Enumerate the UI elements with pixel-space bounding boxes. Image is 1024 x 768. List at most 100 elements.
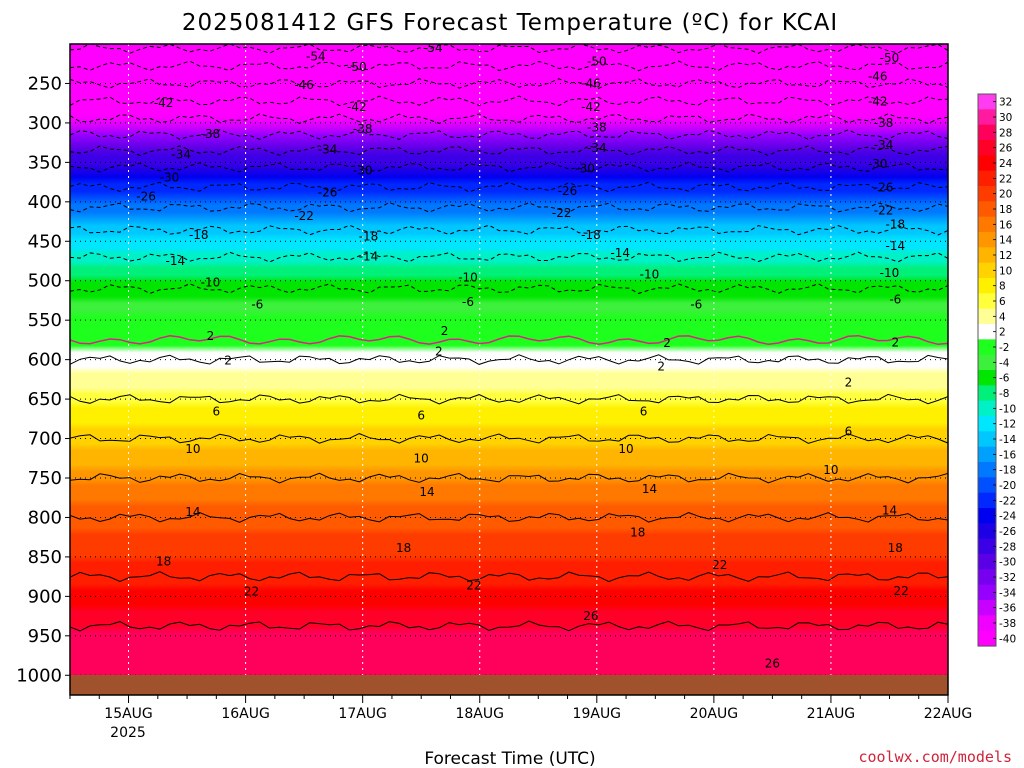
x-tick-label: 20AUG (690, 706, 739, 722)
isotherm-line (70, 251, 948, 263)
colorbar-swatch (978, 170, 996, 187)
contour-label: -34 (874, 138, 894, 152)
x-tick-label: 18AUG (455, 706, 504, 722)
contour-label: 22 (244, 585, 259, 599)
colorbar-swatch (978, 94, 996, 110)
contour-label: 6 (845, 424, 853, 438)
colorbar-swatch (978, 446, 996, 463)
contour-label: -38 (353, 122, 373, 136)
contour-label: -46 (868, 69, 888, 83)
isotherm-line (70, 283, 948, 294)
colorbar-swatch (978, 615, 996, 632)
colorbar-label: -12 (999, 419, 1016, 431)
contour-label: -18 (581, 228, 601, 242)
y-tick-label: 950 (28, 626, 62, 647)
x-tick-label: 19AUG (573, 706, 622, 722)
contour-label: -54 (306, 50, 326, 64)
colorbar-swatch (978, 262, 996, 279)
colorbar-label: -26 (999, 526, 1016, 538)
colorbar-swatch (978, 293, 996, 310)
colorbar-swatch (978, 278, 996, 294)
isotherm-line (70, 44, 948, 54)
colorbar-swatch (978, 416, 996, 432)
colorbar-label: -40 (999, 633, 1016, 645)
contour-label: -22 (294, 209, 314, 223)
x-tick-label: 22AUG (924, 706, 973, 722)
y-tick-label: 550 (28, 310, 62, 331)
colorbar-label: 30 (999, 112, 1012, 124)
contour-label: -42 (154, 96, 174, 110)
contour-label: -42 (868, 95, 888, 109)
colorbar-label: 32 (999, 97, 1012, 109)
contour-label: -6 (690, 297, 702, 311)
contour-label: -10 (640, 267, 660, 281)
contour-label: 10 (185, 442, 200, 456)
isotherm-line (70, 620, 948, 632)
colorbar-label: 20 (999, 189, 1012, 201)
colorbar-label: 12 (999, 250, 1012, 262)
contour-label: -42 (581, 100, 601, 114)
colorbar-swatch (978, 492, 996, 509)
contour-label: 14 (642, 482, 657, 496)
contour-label: 2 (441, 324, 449, 338)
x-tick-label: 15AUG (104, 706, 153, 722)
contour-label: 18 (630, 525, 645, 539)
contour-label: -18 (359, 230, 379, 244)
colorbar-label: 28 (999, 127, 1012, 139)
contour-label: -26 (874, 181, 894, 195)
y-tick-label: 850 (28, 547, 62, 568)
colorbar-label: 14 (999, 235, 1013, 247)
x-tick-label: 17AUG (338, 706, 387, 722)
contour-label: -6 (889, 293, 901, 307)
contour-label: -14 (886, 239, 906, 253)
isotherm-line (70, 113, 948, 125)
colorbar-label: 4 (999, 311, 1006, 323)
contour-label: 18 (888, 541, 903, 555)
x-tick-label: 21AUG (807, 706, 856, 722)
contour-label: -54 (423, 41, 443, 55)
contour-label: 22 (894, 584, 909, 598)
contour-label: -50 (587, 54, 607, 68)
isotherm-line (70, 472, 948, 484)
credit-text: coolwx.com/models (858, 748, 1012, 766)
chart-title: 2025081412 GFS Forecast Temperature (ºC)… (182, 10, 838, 36)
colorbar-frame (977, 93, 997, 647)
colorbar-label: -34 (999, 587, 1016, 599)
y-tick-label: 750 (28, 468, 62, 489)
contour-label: 2 (224, 353, 232, 367)
colorbar-label: 16 (999, 219, 1013, 231)
colorbar-swatch (978, 186, 996, 202)
colorbar-swatch (978, 431, 996, 448)
contour-label: -22 (874, 203, 894, 217)
colorbar-label: -38 (999, 618, 1016, 630)
plot-area: -54-54-50 -50 -50-46 -46-46-42 -42 -42 -42-38-… (70, 41, 948, 675)
contour-label: -30 (868, 157, 888, 171)
contour-label: 22 (466, 578, 481, 592)
contour-label: -34 (171, 147, 191, 161)
colorbar-label: 6 (999, 296, 1006, 308)
isotherm-line (70, 571, 948, 583)
colorbar-swatch (978, 400, 996, 417)
colorbar-label: -20 (999, 480, 1016, 492)
colorbar-swatch (978, 308, 996, 325)
contour-label: -10 (201, 275, 221, 289)
colorbar: 32 30 28 26 24 22 20 18 16 14 12 10 8 6 4 2 -2 -4 -6 -8 -10 -… (977, 93, 1016, 647)
y-tick-label: 350 (28, 152, 62, 173)
colorbar-swatch (978, 339, 996, 356)
colorbar-label: -14 (999, 434, 1016, 446)
colorbar-label: -6 (999, 373, 1010, 385)
contour-label: -42 (347, 100, 367, 114)
y-tick-label: 500 (28, 271, 62, 292)
y-tick-label: 700 (28, 429, 62, 450)
contour-label: -26 (318, 185, 338, 199)
contour-label: 10 (414, 451, 429, 465)
colorbar-swatch (978, 124, 996, 141)
contour-label: 18 (156, 555, 171, 569)
colorbar-swatch (978, 477, 996, 494)
colorbar-label: 10 (999, 265, 1012, 277)
contour-label: 2 (663, 336, 671, 350)
y-tick-label: 450 (28, 231, 62, 252)
colorbar-swatch (978, 584, 996, 601)
contour-label: -38 (201, 127, 221, 141)
